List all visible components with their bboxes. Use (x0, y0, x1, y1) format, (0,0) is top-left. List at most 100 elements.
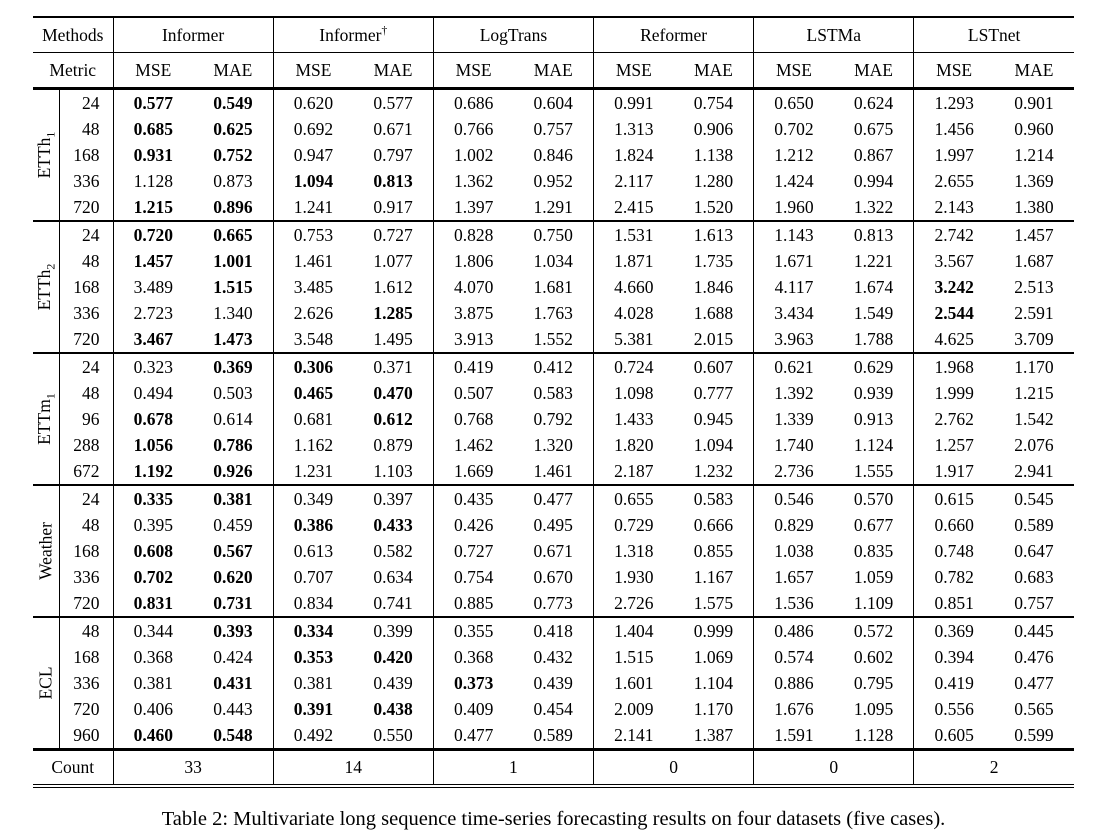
value-cell: 1.531 (593, 220, 674, 248)
value-cell: 0.583 (673, 484, 755, 512)
value-cell: 0.795 (833, 670, 915, 696)
value-cell: 3.467 (133, 329, 173, 349)
value-cell: 0.445 (993, 616, 1074, 644)
value-cell: 1.457 (993, 220, 1074, 248)
value-cell: 0.671 (513, 538, 595, 564)
value-cell: 0.629 (833, 352, 915, 380)
table-row: 168 0.608 0.567 0.613 0.582 0.727 0.671 1.318 0.… (33, 538, 1074, 564)
value-cell: 1.192 (133, 461, 173, 481)
value-cell: 0.620 (273, 87, 354, 116)
value-cell: 3.434 (774, 303, 814, 323)
method-name: Informer (161, 24, 225, 45)
value-cell: 0.397 (353, 484, 434, 512)
value-cell: 1.473 (193, 326, 274, 353)
value-cell: 1.735 (673, 248, 755, 274)
value-cell: 1.669 (453, 461, 494, 481)
value-cell: 4.028 (614, 303, 654, 323)
value-cell: 0.931 (133, 145, 173, 165)
value-cell: 0.373 (453, 673, 494, 693)
horizon-cell: 24 (59, 484, 114, 512)
value-cell: 3.875 (453, 303, 494, 323)
value-cell: 1.536 (774, 593, 814, 613)
table-row: 672 1.192 0.926 1.231 1.103 1.669 1.461 2.187 1.… (33, 458, 1074, 485)
method-name: LSTnet (967, 24, 1021, 45)
value-cell: 0.731 (193, 590, 274, 617)
value-cell: 0.582 (353, 538, 434, 564)
dataset-label: ECL (33, 616, 60, 750)
metric-col-mse: MSE (913, 52, 994, 90)
table-caption: Table 2: Multivariate long sequence time… (161, 808, 946, 830)
count-row: Count 33 14 1 0 0 2 (33, 748, 1074, 788)
count-cell: 0 (593, 748, 755, 788)
value-cell: 3.709 (1014, 329, 1054, 349)
value-cell: 1.681 (513, 274, 595, 300)
value-cell: 0.685 (133, 119, 173, 139)
value-cell: 0.678 (133, 409, 173, 429)
value-cell: 1.461 (513, 458, 595, 485)
horizon-cell: 168 (59, 644, 114, 670)
metric-header-row: Metric MSE MAE MSE MAE MSE MAE MSE MAE M… (33, 52, 1074, 90)
value-cell: 0.549 (193, 87, 274, 116)
value-cell: 0.393 (193, 616, 274, 644)
value-cell: 1.462 (453, 435, 494, 455)
metric-col-mae: MAE (353, 52, 434, 90)
value-cell: 0.507 (453, 383, 494, 403)
value-cell: 0.813 (833, 220, 915, 248)
method-header-reformer: Reformer (593, 16, 755, 53)
value-cell: 0.545 (993, 484, 1074, 512)
metric-col-mae: MAE (673, 52, 755, 90)
value-cell: 1.215 (133, 197, 173, 217)
value-cell: 0.395 (133, 515, 173, 535)
horizon-cell: 168 (59, 274, 114, 300)
value-cell: 0.670 (513, 564, 595, 590)
count-cell: 2 (913, 748, 1074, 788)
value-cell: 1.687 (1014, 251, 1054, 271)
value-cell: 1.162 (293, 435, 334, 455)
table-row: 720 0.406 0.443 0.391 0.438 0.409 0.454 2.009 1.… (33, 696, 1074, 722)
value-cell: 0.438 (353, 696, 434, 722)
value-cell: 1.002 (453, 145, 494, 165)
horizon-cell: 720 (59, 696, 114, 722)
value-cell: 1.221 (833, 248, 915, 274)
value-cell: 0.660 (934, 515, 974, 535)
dataset-label: ETTm1 (33, 352, 60, 485)
value-cell: 1.167 (673, 564, 755, 590)
value-cell: 1.461 (293, 251, 334, 271)
value-cell: 2.723 (133, 303, 173, 323)
value-cell: 0.702 (133, 567, 173, 587)
method-name: Reformer (640, 24, 708, 45)
value-cell: 1.520 (673, 194, 755, 221)
value-cell: 2.591 (1014, 303, 1054, 323)
horizon-cell: 288 (59, 432, 114, 458)
count-cell: 33 (113, 748, 274, 788)
value-cell: 0.879 (353, 432, 434, 458)
value-cell: 1.339 (774, 409, 814, 429)
value-cell: 0.634 (353, 564, 434, 590)
value-cell: 0.753 (273, 220, 354, 248)
value-cell: 1.215 (1014, 383, 1054, 403)
table-row: 720 3.467 1.473 3.548 1.495 3.913 1.552 5.381 2.… (33, 326, 1074, 353)
value-cell: 1.001 (193, 248, 274, 274)
metric-col-mse: MSE (433, 52, 514, 90)
value-cell: 0.465 (293, 383, 334, 403)
value-cell: 5.381 (614, 329, 654, 349)
table-row: 720 0.831 0.731 0.834 0.741 0.885 0.773 2.726 1.… (33, 590, 1074, 617)
value-cell: 1.549 (833, 300, 915, 326)
value-cell: 0.620 (193, 564, 274, 590)
value-cell: 0.724 (593, 352, 674, 380)
value-cell: 0.831 (133, 593, 173, 613)
value-cell: 0.752 (193, 142, 274, 168)
value-cell: 2.141 (614, 725, 654, 745)
value-cell: 0.720 (113, 220, 194, 248)
value-cell: 2.544 (934, 303, 974, 323)
table-row: ETTh2 24 0.720 0.665 0.753 0.727 0.828 0.750 1.5… (33, 220, 1074, 353)
value-cell: 0.386 (293, 515, 334, 535)
count-cell: 14 (273, 748, 434, 788)
value-cell: 3.242 (934, 277, 974, 297)
value-cell: 3.567 (934, 251, 974, 271)
dataset-label-text: ETTh2 (33, 263, 58, 311)
table-row: 168 0.931 0.752 0.947 0.797 1.002 0.846 1.824 1.… (33, 142, 1074, 168)
value-cell: 0.492 (293, 725, 334, 745)
value-cell: 0.503 (193, 380, 274, 406)
